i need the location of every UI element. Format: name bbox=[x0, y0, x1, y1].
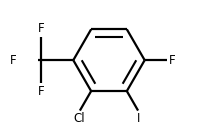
Text: F: F bbox=[38, 22, 44, 35]
Text: Cl: Cl bbox=[73, 112, 85, 125]
Text: F: F bbox=[10, 54, 16, 67]
Text: F: F bbox=[38, 85, 44, 98]
Text: F: F bbox=[169, 54, 175, 67]
Text: I: I bbox=[137, 112, 140, 125]
